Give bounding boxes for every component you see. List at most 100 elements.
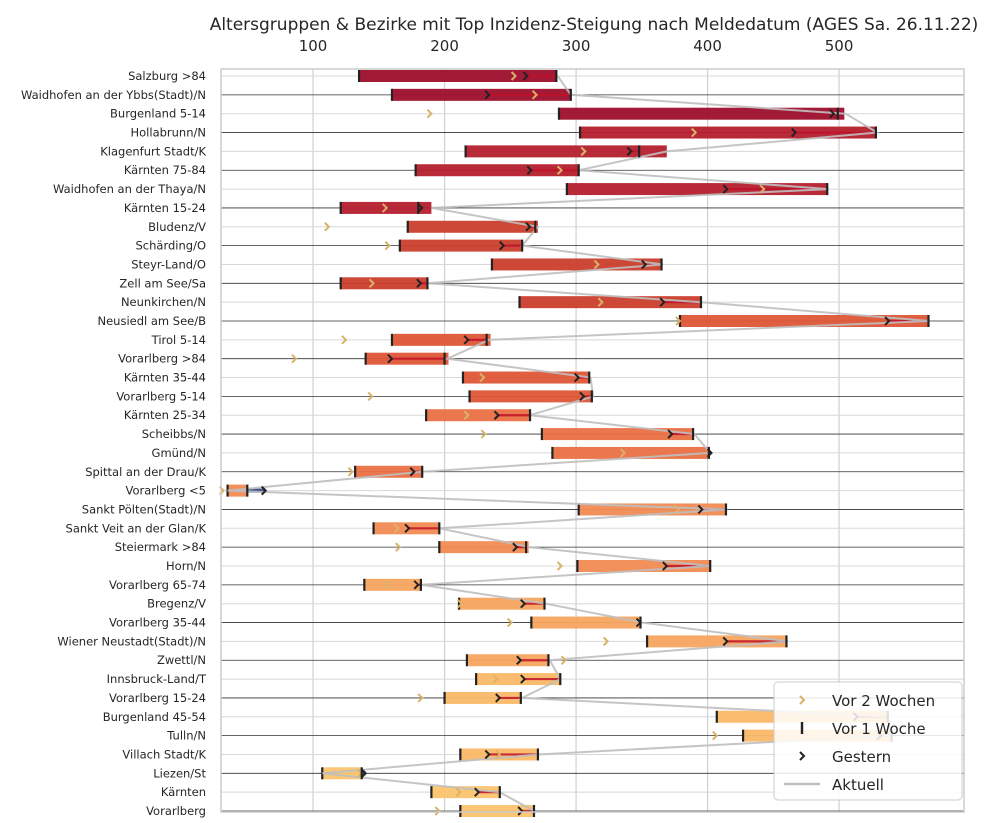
bar-0 xyxy=(359,70,557,82)
y-tick-label-26: Horn/N xyxy=(166,559,206,573)
gestern-marker-25 xyxy=(512,542,519,552)
y-tick-label-13: Neusiedl am See/B xyxy=(98,314,207,328)
legend-aktuell-label: Aktuell xyxy=(832,776,884,794)
bar-19 xyxy=(541,428,694,441)
gestern-marker-10 xyxy=(641,259,648,270)
gestern-marker-15 xyxy=(387,353,394,364)
gestern-marker-28 xyxy=(520,598,527,609)
x-tick-label-0: 100 xyxy=(299,37,328,55)
bar-8 xyxy=(407,220,538,233)
legend-box xyxy=(773,681,963,801)
gestern-marker-22 xyxy=(261,485,268,496)
gestern-marker-24 xyxy=(404,523,411,534)
y-tick-label-32: Innsbruck-Land/T xyxy=(107,672,207,686)
bar-39 xyxy=(460,805,534,817)
vor2-marker-14 xyxy=(341,335,348,345)
y-tick-label-6: Waidhofen an der Thaya/N xyxy=(53,182,206,196)
y-tick-label-5: Kärnten 75-84 xyxy=(124,163,206,177)
gestern-marker-3 xyxy=(790,127,798,138)
x-tick-label-3: 400 xyxy=(693,37,722,55)
aktuell-line xyxy=(227,75,930,812)
y-tick-label-18: Kärnten 25-34 xyxy=(124,408,206,422)
bar-11 xyxy=(340,277,428,290)
chart-title: Altersgruppen & Bezirke mit Top Inzidenz… xyxy=(210,15,979,35)
vor2-marker-19 xyxy=(480,429,487,439)
gestern-marker-27 xyxy=(413,580,420,590)
vor2-marker-4 xyxy=(580,146,587,157)
vor2-marker-24 xyxy=(393,523,400,534)
markers xyxy=(218,70,930,817)
gestern-marker-17 xyxy=(579,391,586,402)
y-tick-label-37: Liezen/St xyxy=(153,766,206,780)
y-tick-label-1: Waidhofen an der Ybbs(Stadt)/N xyxy=(21,88,206,102)
vor2-marker-25 xyxy=(395,542,402,552)
gestern-marker-31 xyxy=(516,655,523,665)
vor2-marker-33 xyxy=(417,693,424,703)
bar-33 xyxy=(444,691,521,704)
gestern-marker-8 xyxy=(525,222,532,232)
vor2-marker-8 xyxy=(324,222,331,232)
bar-27 xyxy=(364,578,421,591)
y-tick-label-15: Vorarlberg >84 xyxy=(118,352,206,366)
gestern-marker-0 xyxy=(522,71,529,81)
gestern-marker-29 xyxy=(635,617,642,628)
vor2-marker-28 xyxy=(456,598,464,609)
vor2-marker-0 xyxy=(510,71,517,81)
gestern-marker-26 xyxy=(662,561,669,571)
bar-32 xyxy=(476,673,561,686)
y-tick-label-3: Hollabrunn/N xyxy=(131,126,207,140)
gestern-marker-11 xyxy=(416,278,423,289)
gestern-marker-38 xyxy=(474,787,481,797)
plot-frame xyxy=(220,68,965,813)
gestern-marker-7 xyxy=(417,203,424,213)
bar-21 xyxy=(355,465,423,478)
y-tick-label-27: Vorarlberg 65-74 xyxy=(109,578,206,592)
vor2-marker-9 xyxy=(384,240,391,251)
y-tick-label-33: Vorarlberg 15-24 xyxy=(109,691,206,705)
y-tick-label-28: Bregenz/V xyxy=(147,597,206,611)
vor2-marker-32 xyxy=(492,674,499,684)
y-tick-label-20: Gmünd/N xyxy=(152,446,206,460)
vor2-marker-27 xyxy=(384,580,391,590)
vor2-marker-18 xyxy=(463,410,470,420)
bar-25 xyxy=(439,541,529,554)
bar-31 xyxy=(466,654,549,667)
vor2-marker-21 xyxy=(347,467,354,477)
y-tick-label-30: Wiener Neustadt(Stadt)/N xyxy=(57,634,206,648)
vor2-marker-20 xyxy=(620,448,627,458)
bar-38 xyxy=(431,786,500,799)
y-tick-label-19: Scheibbs/N xyxy=(142,427,206,441)
y-tick-label-36: Villach Stadt/K xyxy=(122,747,206,761)
aktuell-line-group xyxy=(227,75,930,812)
bar-2 xyxy=(558,107,845,120)
y-tick-label-34: Burgenland 45-54 xyxy=(103,710,206,724)
gestern-marker-37 xyxy=(360,768,368,779)
bar-16 xyxy=(462,371,590,384)
legend-vor2-symbol xyxy=(799,695,806,705)
bar-4 xyxy=(465,145,667,158)
y-tick-label-9: Schärding/O xyxy=(136,239,207,253)
bar-1 xyxy=(391,88,571,101)
vor2-marker-2 xyxy=(426,108,433,119)
y-tick-label-29: Vorarlberg 35-44 xyxy=(109,616,206,630)
gestern-marker-1 xyxy=(484,90,491,100)
y-tick-label-24: Sankt Veit an der Glan/K xyxy=(66,521,207,535)
bar-18 xyxy=(426,409,531,422)
bar-24 xyxy=(373,522,440,535)
gestern-marker-21 xyxy=(409,467,416,477)
x-tick-label-2: 300 xyxy=(562,37,591,55)
vor2-marker-26 xyxy=(556,561,564,571)
y-tick-label-12: Neunkirchen/N xyxy=(121,295,206,309)
legend-gestern-symbol xyxy=(799,751,806,761)
legend-gestern-label: Gestern xyxy=(832,748,891,766)
x-tick-label-4: 500 xyxy=(825,37,854,55)
legend-gestern-chevron xyxy=(799,751,806,761)
vor2-marker-7 xyxy=(381,203,389,213)
vor2-marker-38 xyxy=(455,787,462,797)
vor2-marker-5 xyxy=(556,165,564,175)
bar-5 xyxy=(415,164,579,177)
vor2-marker-15 xyxy=(291,353,298,364)
y-tick-label-14: Tirol 5-14 xyxy=(151,333,206,347)
gestern-marker-5 xyxy=(526,165,533,175)
